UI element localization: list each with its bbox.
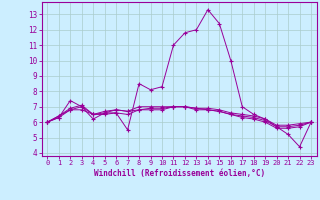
X-axis label: Windchill (Refroidissement éolien,°C): Windchill (Refroidissement éolien,°C) [94,169,265,178]
